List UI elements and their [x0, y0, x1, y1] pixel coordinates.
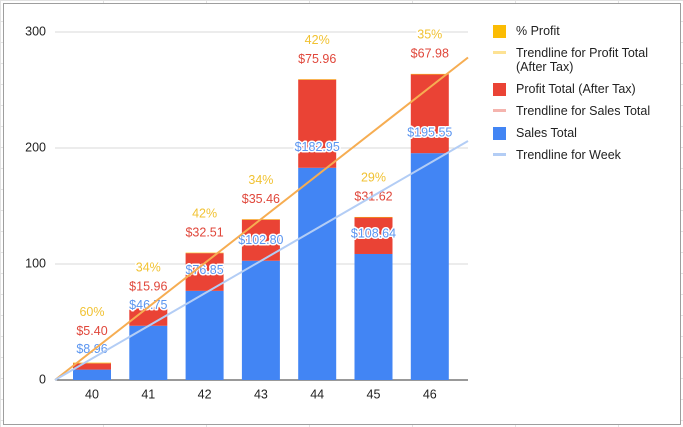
legend: % Profit Trendline for Profit Total (Afte…: [493, 24, 673, 170]
bar-segment: [298, 79, 337, 80]
bar-segment: [73, 363, 111, 370]
data-label: 35%: [417, 28, 442, 42]
data-label: $35.46: [242, 192, 280, 206]
bar-segment: [241, 260, 280, 380]
data-label: $8.96: [76, 342, 107, 356]
data-label: $75.96: [298, 52, 336, 66]
x-tick-label: 45: [367, 387, 381, 401]
bar-segment: [298, 79, 337, 168]
data-label: $76.85: [185, 263, 223, 277]
x-tick-label: 43: [254, 387, 268, 401]
legend-swatch: [493, 25, 506, 38]
bar-segment: [129, 325, 168, 380]
data-label: $15.96: [129, 280, 167, 294]
data-label: 29%: [361, 171, 386, 185]
y-tick-label: 100: [25, 256, 46, 270]
bar-segment: [410, 153, 449, 380]
bar-segment: [73, 369, 111, 380]
data-label: 34%: [136, 261, 161, 275]
trendline: [54, 56, 469, 381]
bar-segment: [354, 253, 393, 380]
data-label: 34%: [248, 173, 273, 187]
legend-swatch: [493, 127, 506, 140]
data-label: $46.75: [129, 298, 167, 312]
legend-label: Sales Total: [516, 126, 577, 140]
bar-segment: [185, 290, 224, 380]
y-tick-label: 300: [25, 24, 46, 38]
x-tick-label: 44: [310, 387, 324, 401]
data-label: $195.55: [407, 125, 452, 139]
legend-label: Trendline for Profit Total (After Tax): [516, 46, 649, 74]
legend-line: [493, 153, 506, 156]
trendline: [54, 140, 469, 381]
x-tick-label: 41: [141, 387, 155, 401]
legend-item: % Profit: [493, 24, 673, 38]
legend-item: Profit Total (After Tax): [493, 82, 673, 96]
data-label: $32.51: [185, 225, 223, 239]
legend-label: Trendline for Week: [516, 148, 621, 162]
data-label: 42%: [305, 33, 330, 47]
legend-item: Trendline for Profit Total (After Tax): [493, 46, 673, 74]
legend-label: Trendline for Sales Total: [516, 104, 651, 118]
y-tick-label: 0: [39, 372, 46, 386]
y-tick-label: 200: [25, 140, 46, 154]
bar-segment: [410, 73, 449, 75]
data-label: 42%: [192, 206, 217, 220]
data-label: 60%: [79, 305, 104, 319]
legend-label: Profit Total (After Tax): [516, 82, 636, 96]
legend-line: [493, 109, 506, 112]
legend-item: Trendline for Sales Total: [493, 104, 673, 118]
data-label: $102.80: [238, 233, 283, 247]
bar-segment: [185, 252, 224, 254]
x-tick-label: 40: [85, 387, 99, 401]
legend-item: Trendline for Week: [493, 148, 673, 162]
bar-segment: [73, 362, 111, 364]
data-label: $67.98: [411, 47, 449, 61]
data-label: $182.95: [295, 140, 340, 154]
bar-segment: [354, 216, 393, 218]
legend-item: Sales Total: [493, 126, 673, 140]
legend-label: % Profit: [516, 24, 560, 38]
legend-line: [493, 51, 506, 54]
data-label: $5.40: [76, 324, 107, 338]
bar-segment: [354, 217, 393, 254]
x-tick-label: 46: [423, 387, 437, 401]
legend-swatch: [493, 83, 506, 96]
x-tick-label: 42: [198, 387, 212, 401]
data-label: $108.64: [351, 226, 396, 240]
bar-segment: [298, 167, 337, 380]
